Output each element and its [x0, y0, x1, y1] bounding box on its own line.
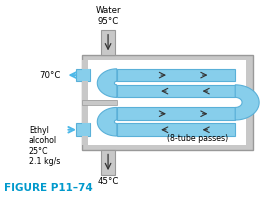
Bar — [82, 60, 88, 145]
Bar — [76, 69, 90, 81]
Bar — [82, 100, 117, 105]
Bar — [82, 100, 117, 105]
Bar — [117, 85, 235, 97]
Bar — [117, 107, 235, 120]
Bar — [101, 30, 115, 55]
Bar — [88, 60, 246, 145]
Bar — [117, 123, 235, 136]
Text: 45°C: 45°C — [97, 177, 119, 186]
Text: (8-tube passes): (8-tube passes) — [167, 134, 228, 143]
Polygon shape — [97, 107, 117, 136]
Bar — [101, 150, 115, 175]
Text: FIGURE P11–74: FIGURE P11–74 — [4, 183, 93, 193]
Text: Water
95°C: Water 95°C — [95, 6, 121, 26]
Text: Ethyl
alcohol
25°C
2.1 kg/s: Ethyl alcohol 25°C 2.1 kg/s — [29, 126, 60, 166]
Bar — [117, 69, 235, 81]
Text: 70°C: 70°C — [39, 71, 60, 80]
Polygon shape — [235, 85, 259, 120]
Bar — [82, 55, 252, 150]
Polygon shape — [97, 69, 117, 97]
Bar — [82, 69, 90, 81]
Bar — [76, 123, 90, 136]
Bar — [82, 123, 90, 136]
